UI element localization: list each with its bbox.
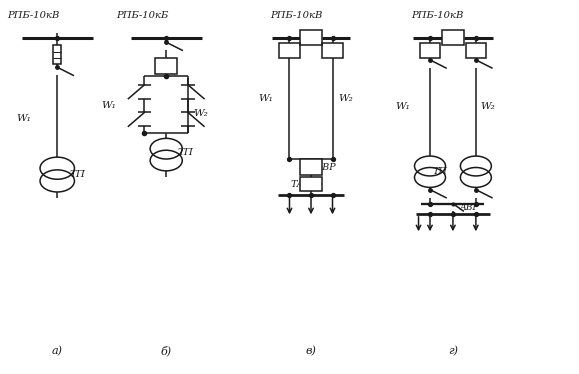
Bar bbox=[466, 43, 486, 58]
Text: б): б) bbox=[160, 346, 172, 356]
Text: г): г) bbox=[448, 346, 458, 356]
Bar bbox=[442, 30, 464, 45]
Text: W₁: W₁ bbox=[258, 94, 273, 102]
Bar bbox=[155, 58, 177, 74]
Text: ТП: ТП bbox=[433, 168, 448, 177]
Text: W₁: W₁ bbox=[395, 102, 411, 111]
Text: РПБ-10кБ: РПБ-10кБ bbox=[116, 11, 168, 20]
Text: W₂: W₂ bbox=[194, 109, 208, 118]
Text: W₂: W₂ bbox=[338, 94, 353, 102]
Text: РПБ-10кВ: РПБ-10кВ bbox=[270, 11, 322, 20]
Bar bbox=[300, 177, 322, 191]
Bar bbox=[300, 30, 322, 45]
Bar bbox=[420, 43, 440, 58]
Text: W₁: W₁ bbox=[101, 101, 116, 110]
Text: ТА: ТА bbox=[290, 180, 304, 188]
Bar bbox=[321, 43, 343, 58]
Bar bbox=[53, 45, 61, 64]
Text: РПБ-10кВ: РПБ-10кВ bbox=[412, 11, 464, 20]
Text: РПБ-10кВ: РПБ-10кВ bbox=[8, 11, 60, 20]
Text: АВР: АВР bbox=[316, 163, 336, 172]
Text: ТП: ТП bbox=[70, 170, 86, 180]
Text: W₂: W₂ bbox=[481, 102, 495, 111]
Text: АВР: АВР bbox=[460, 203, 479, 212]
Text: W₁: W₁ bbox=[16, 114, 31, 123]
Text: а): а) bbox=[52, 346, 63, 356]
Bar bbox=[278, 43, 301, 58]
Text: ТП: ТП bbox=[178, 148, 193, 157]
Bar bbox=[299, 159, 323, 175]
Text: в): в) bbox=[306, 346, 317, 356]
